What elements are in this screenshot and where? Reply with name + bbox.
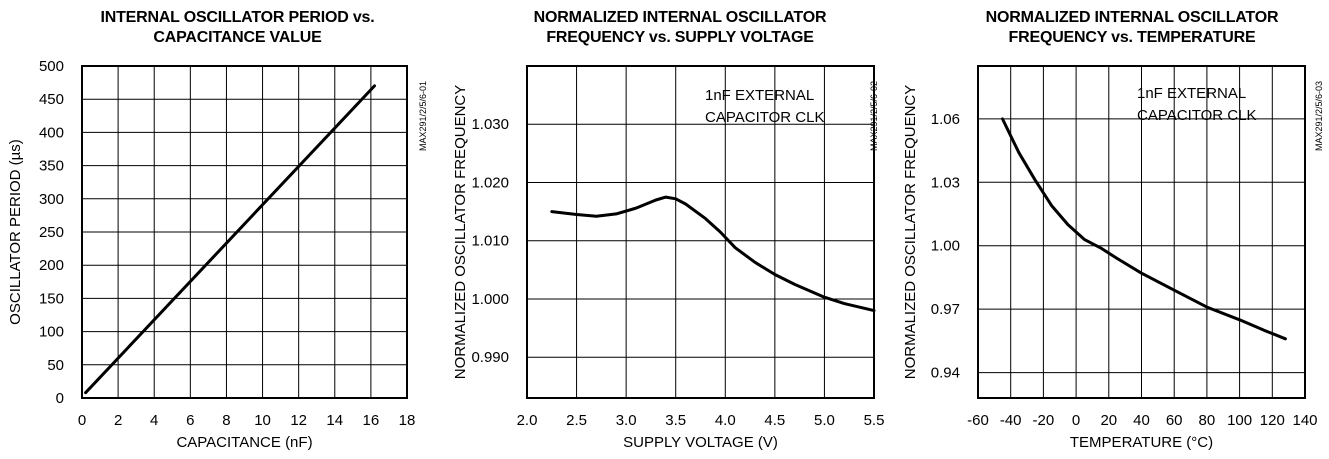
x-tick-label: 4.0 <box>715 412 736 429</box>
x-axis-label: TEMPERATURE (°C) <box>1070 434 1213 451</box>
x-tick-label: 100 <box>1227 412 1252 429</box>
x-axis-label: CAPACITANCE (nF) <box>176 434 312 451</box>
x-tick-label: -20 <box>1033 412 1055 429</box>
chart-title: NORMALIZED INTERNAL OSCILLATOR FREQUENCY… <box>475 8 885 48</box>
x-tick-label: -60 <box>967 412 989 429</box>
y-tick-label: 1.020 <box>471 174 509 191</box>
y-tick-label: 1.03 <box>931 174 960 191</box>
x-tick-label: 3.5 <box>665 412 686 429</box>
plot-frame <box>977 65 1306 399</box>
figure-code: MAX291/2/5/6-03 <box>1314 81 1324 151</box>
chart-title-line-2: FREQUENCY vs. TEMPERATURE <box>1008 29 1256 46</box>
x-tick-label: -40 <box>1000 412 1022 429</box>
y-tick-label: 400 <box>39 124 64 141</box>
x-tick-label: 120 <box>1260 412 1285 429</box>
x-tick-label: 12 <box>290 412 307 429</box>
x-tick-label: 20 <box>1100 412 1117 429</box>
chart-period-vs-capacitance: 0 2 4 6 8 10 12 14 16 18 0 50 100 150 200 250 300 350 400 4… <box>7 58 428 451</box>
chart-title-line-2: FREQUENCY vs. SUPPLY VOLTAGE <box>546 29 814 46</box>
figure-code: MAX291/2/5/6-02 <box>869 81 879 151</box>
x-tick-label: 18 <box>399 412 416 429</box>
series-line <box>1001 117 1287 341</box>
x-tick-label: 0 <box>1072 412 1080 429</box>
x-tick-label: 8 <box>222 412 230 429</box>
chart-title-line-1: NORMALIZED INTERNAL OSCILLATOR <box>533 9 827 26</box>
y-tick-label: 500 <box>39 58 64 75</box>
chart-annotation: 1nF EXTERNAL <box>705 87 814 104</box>
y-tick-label: 1.00 <box>931 238 960 255</box>
y-tick-label: 450 <box>39 91 64 108</box>
chart-title: INTERNAL OSCILLATOR PERIOD vs. CAPACITAN… <box>45 8 430 48</box>
plot-frame <box>526 65 875 399</box>
x-tick-label: 2.0 <box>517 412 538 429</box>
chart-title-line-1: INTERNAL OSCILLATOR PERIOD vs. <box>100 9 375 26</box>
x-tick-label: 4 <box>150 412 158 429</box>
x-tick-label: 80 <box>1199 412 1216 429</box>
y-tick-label: 0.990 <box>471 349 509 366</box>
x-tick-label: 60 <box>1166 412 1183 429</box>
x-tick-label: 14 <box>326 412 343 429</box>
y-tick-label: 1.06 <box>931 111 960 128</box>
x-tick-label: 5.5 <box>864 412 885 429</box>
y-tick-label: 150 <box>39 290 64 307</box>
y-tick-label: 100 <box>39 324 64 341</box>
y-tick-label: 200 <box>39 257 64 274</box>
x-tick-label: 4.5 <box>764 412 785 429</box>
figure-code: MAX291/2/5/6-01 <box>418 81 428 151</box>
chart-frequency-vs-temperature: -60 -40 -20 0 20 40 60 80 100 120 140 0.94 0.97 1.00 1… <box>902 65 1324 451</box>
y-tick-label: 1.000 <box>471 291 509 308</box>
x-tick-label: 10 <box>254 412 271 429</box>
chart-title-line-1: NORMALIZED INTERNAL OSCILLATOR <box>985 9 1279 26</box>
chart-panel-temperature: NORMALIZED INTERNAL OSCILLATOR FREQUENCY… <box>895 0 1329 459</box>
x-tick-label: 2 <box>114 412 122 429</box>
y-tick-label: 0.97 <box>931 301 960 318</box>
chart-annotation: CAPACITOR CLK <box>1137 107 1256 124</box>
y-tick-label: 250 <box>39 224 64 241</box>
x-tick-label: 2.5 <box>566 412 587 429</box>
y-axis-label: OSCILLATOR PERIOD (µs) <box>7 139 24 325</box>
plot-frame <box>81 65 408 399</box>
x-axis-label: SUPPLY VOLTAGE (V) <box>623 434 778 451</box>
y-tick-label: 50 <box>47 357 64 374</box>
chart-annotation: CAPACITOR CLK <box>705 109 824 126</box>
x-tick-label: 3.0 <box>616 412 637 429</box>
y-tick-label: 0.94 <box>931 365 960 382</box>
chart-panel-voltage: NORMALIZED INTERNAL OSCILLATOR FREQUENCY… <box>445 0 885 459</box>
y-tick-label: 350 <box>39 158 64 175</box>
y-axis-label: NORMALIZED OSCILLATOR FREQUENCY <box>452 85 469 380</box>
x-tick-label: 140 <box>1292 412 1317 429</box>
y-axis-label: NORMALIZED OSCILLATOR FREQUENCY <box>902 85 919 380</box>
y-tick-label: 1.010 <box>471 233 509 250</box>
chart-title-line-2: CAPACITANCE VALUE <box>153 29 322 46</box>
x-tick-label: 16 <box>363 412 380 429</box>
x-tick-label: 6 <box>186 412 194 429</box>
x-tick-label: 40 <box>1133 412 1150 429</box>
x-tick-label: 5.0 <box>814 412 835 429</box>
chart-title: NORMALIZED INTERNAL OSCILLATOR FREQUENCY… <box>935 8 1329 48</box>
y-tick-label: 300 <box>39 191 64 208</box>
chart-annotation: 1nF EXTERNAL <box>1137 85 1246 102</box>
y-tick-label: 1.030 <box>471 116 509 133</box>
y-tick-label: 0 <box>56 390 64 407</box>
chart-frequency-vs-voltage: 2.0 2.5 3.0 3.5 4.0 4.5 5.0 5.5 0.990 1.000 1.010 1… <box>452 65 885 451</box>
x-tick-label: 0 <box>78 412 86 429</box>
series-line <box>84 84 376 395</box>
series-line <box>550 195 876 313</box>
chart-panel-period: INTERNAL OSCILLATOR PERIOD vs. CAPACITAN… <box>0 0 430 459</box>
